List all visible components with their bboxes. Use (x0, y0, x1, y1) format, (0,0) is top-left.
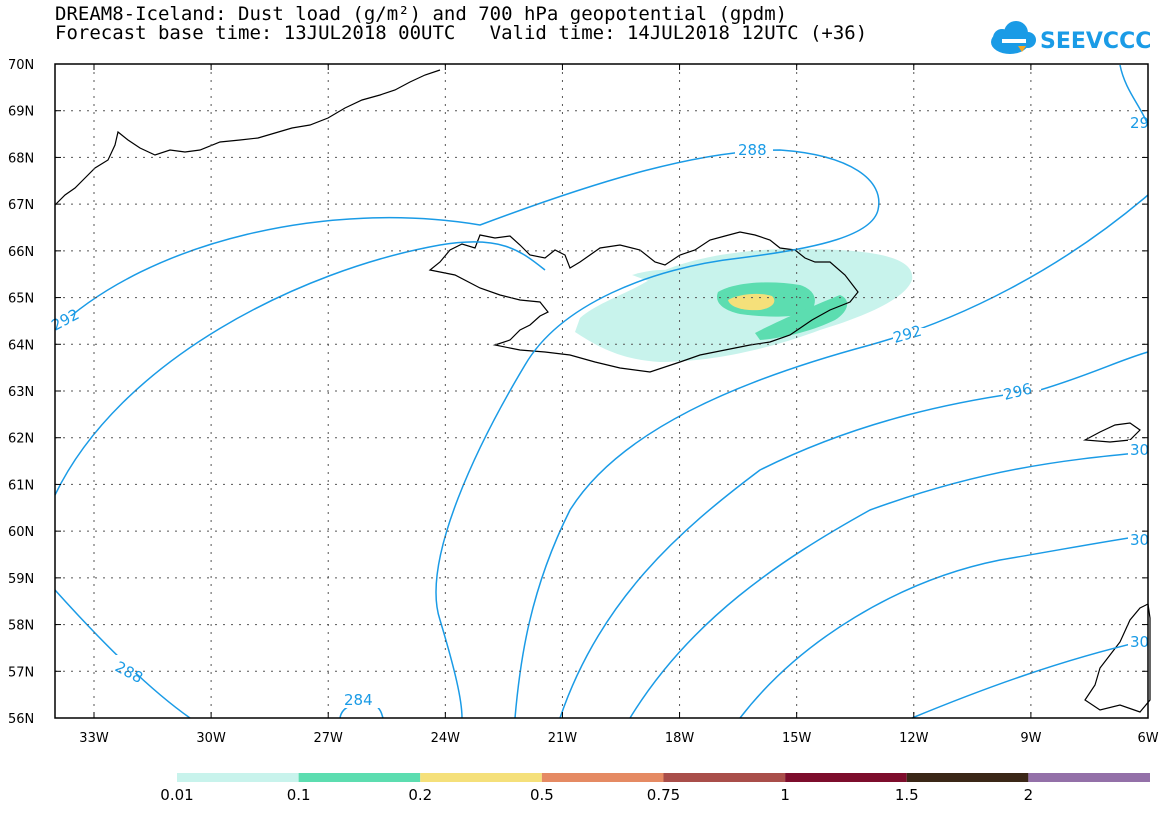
latitude-axis: 70N 69N 68N 67N 66N 65N 64N 63N 62N 61N 60N 59N 58N 5… (8, 58, 1148, 727)
lon-label: 21W (548, 731, 578, 746)
contour-northeast (1119, 64, 1149, 126)
lon-label: 9W (1020, 731, 1041, 746)
lat-label: 57N (8, 665, 34, 680)
lon-label: 30W (196, 731, 226, 746)
lon-label: 6W (1137, 731, 1158, 746)
lat-label: 70N (8, 58, 34, 73)
colorbar-swatch (906, 773, 1029, 782)
colorbar-swatch (541, 773, 664, 782)
lat-lon-grid (55, 64, 1148, 718)
lon-label: 24W (431, 731, 461, 746)
seevccc-logo: SEEVCCC (991, 21, 1151, 54)
contour-300-a (629, 451, 1149, 719)
contour-label: 288 (738, 141, 767, 159)
contour-label: 29 (1130, 114, 1149, 132)
lat-label: 62N (8, 432, 34, 447)
colorbar-swatch (177, 773, 299, 782)
colorbar-swatch (298, 773, 421, 782)
dust-area-mid-2 (755, 295, 848, 340)
lat-label: 66N (8, 245, 34, 260)
colorbar-swatch (663, 773, 786, 782)
contour-labels: 288 288 292 292 296 284 29 30 30 30 (48, 114, 1149, 709)
lat-label: 58N (8, 619, 34, 634)
dust-area-high (728, 293, 775, 311)
lon-label: 12W (899, 731, 929, 746)
lon-label: 18W (665, 731, 695, 746)
lat-label: 65N (8, 292, 34, 307)
lat-label: 59N (8, 572, 34, 587)
coastline-iceland (428, 231, 859, 373)
contour-label: 284 (344, 691, 373, 709)
map-title-line1: DREAM8-Iceland: Dust load (g/m²) and 700… (55, 3, 788, 25)
colorbar-tick-label: 1 (780, 786, 790, 804)
cloud-icon (991, 21, 1036, 54)
map-title-line2: Forecast base time: 13JUL2018 00UTC Vali… (55, 22, 868, 44)
contour-west-low (54, 241, 546, 496)
contour-288-arc (54, 149, 880, 719)
colorbar-tick-label: 0.5 (530, 786, 554, 804)
contour-300-b (739, 534, 1149, 719)
contour-292-a (54, 589, 191, 719)
colorbar-tick-label: 1.5 (895, 786, 919, 804)
coastline-scotland (1084, 603, 1151, 713)
dust-area-low-2 (632, 269, 678, 285)
geopotential-contours (54, 64, 1149, 719)
coastline-greenland (54, 69, 441, 206)
coastline (54, 69, 1151, 713)
longitude-axis: 33W 30W 27W 24W 21W 18W 15W 12W 9W 6W (79, 64, 1159, 746)
lat-label: 63N (8, 385, 34, 400)
lon-label: 33W (79, 731, 109, 746)
lat-label: 69N (8, 105, 34, 120)
colorbar-swatch (420, 773, 542, 782)
colorbar-swatch (1028, 773, 1150, 782)
lat-label: 68N (8, 151, 34, 166)
dust-field (575, 248, 913, 362)
coastline-faroe-norway (1082, 422, 1141, 443)
lat-label: 56N (8, 712, 34, 727)
colorbar-tick-label: 0.75 (647, 786, 680, 804)
contour-292-b (514, 194, 1149, 719)
colorbar: 0.01 0.1 0.2 0.5 0.75 1 1.5 2 (160, 773, 1150, 804)
contour-296 (559, 351, 1149, 719)
lat-label: 64N (8, 338, 34, 353)
contour-300-c (911, 639, 1149, 719)
colorbar-tick-label: 0.01 (160, 786, 193, 804)
colorbar-tick-label: 0.1 (287, 786, 311, 804)
contour-label: 30 (1130, 633, 1149, 651)
lat-label: 61N (8, 478, 34, 493)
colorbar-swatch (785, 773, 907, 782)
colorbar-tick-label: 2 (1024, 786, 1034, 804)
lat-label: 67N (8, 198, 34, 213)
lon-label: 27W (314, 731, 344, 746)
lon-label: 15W (782, 731, 812, 746)
logo-text: SEEVCCC (1040, 29, 1151, 54)
colorbar-tick-label: 0.2 (408, 786, 432, 804)
contour-label: 30 (1130, 441, 1149, 459)
contour-label: 30 (1130, 531, 1149, 549)
lat-label: 60N (8, 525, 34, 540)
